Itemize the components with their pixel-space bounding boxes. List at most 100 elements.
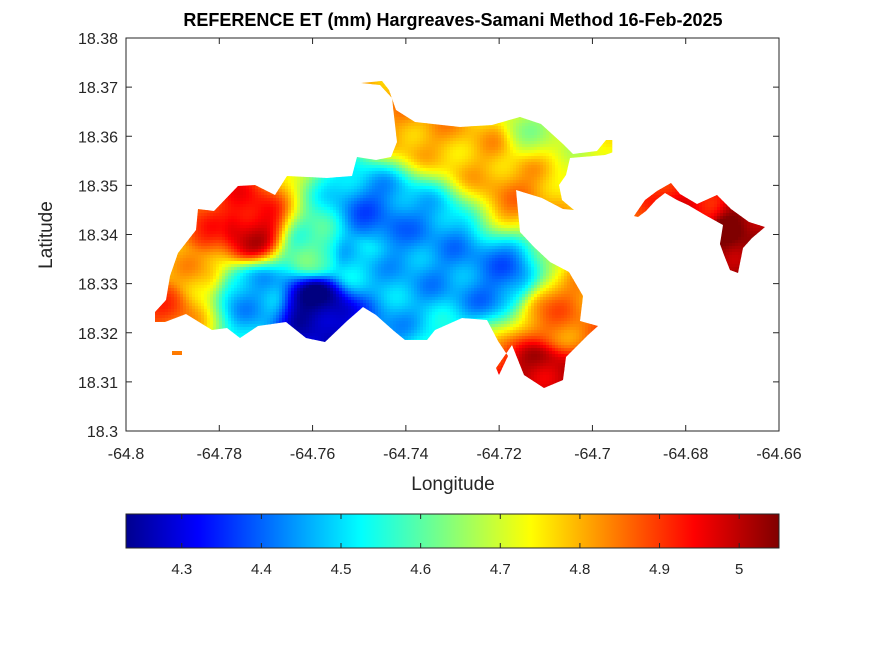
field-cell [441, 162, 445, 166]
field-cell [501, 144, 505, 148]
field-cell [444, 153, 448, 157]
field-cell [501, 156, 505, 160]
field-cell [564, 150, 568, 154]
field-cell [525, 162, 529, 166]
field-cell [417, 150, 421, 154]
field-cell [471, 150, 475, 154]
field-cell [522, 159, 526, 163]
field-cell [417, 165, 421, 169]
field-cell [489, 156, 493, 160]
field-cell [417, 159, 421, 163]
field-cell [432, 132, 436, 136]
field-cell [405, 138, 409, 142]
field-cell [495, 168, 499, 172]
field-cell [504, 162, 508, 166]
field-cell [507, 150, 511, 154]
field-cell [411, 135, 415, 139]
field-cell [546, 159, 550, 163]
field-cell [513, 123, 517, 127]
field-cell [474, 147, 478, 151]
field-cell [564, 156, 568, 160]
field-cell [465, 159, 469, 163]
field-cell [552, 171, 556, 175]
field-cell [453, 159, 457, 163]
field-cell [519, 150, 523, 154]
field-cell [585, 153, 589, 157]
field-cell [510, 126, 514, 130]
field-cell [420, 165, 424, 169]
field-cell [402, 135, 406, 139]
field-cell [534, 150, 538, 154]
field-cell [444, 168, 448, 172]
field-cell [597, 150, 601, 154]
field-cell [483, 156, 487, 160]
field-cell [480, 153, 484, 157]
field-cell [363, 165, 367, 169]
field-cell [429, 150, 433, 154]
field-cell [519, 171, 523, 175]
field-cell [474, 168, 478, 172]
field-cell [378, 165, 382, 169]
field-cell [474, 141, 478, 145]
field-cell [420, 156, 424, 160]
field-cell [426, 168, 430, 172]
field-cell [396, 162, 400, 166]
field-cell [459, 138, 463, 142]
field-cell [468, 153, 472, 157]
field-cell [411, 156, 415, 160]
field-cell [558, 165, 562, 169]
field-cell [552, 147, 556, 151]
field-cell [369, 168, 373, 172]
field-cell [486, 138, 490, 142]
field-cell [474, 126, 478, 130]
field-cell [399, 141, 403, 145]
field-cell [435, 144, 439, 148]
field-cell [510, 162, 514, 166]
field-cell [510, 153, 514, 157]
field-cell [546, 129, 550, 133]
field-cell [387, 171, 391, 175]
field-cell [594, 150, 598, 154]
field-cell [477, 165, 481, 169]
field-cell [429, 153, 433, 157]
field-cell [438, 144, 442, 148]
field-cell [537, 153, 541, 157]
field-cell [363, 159, 367, 163]
field-cell [552, 138, 556, 142]
field-cell [564, 147, 568, 151]
field-cell [375, 162, 379, 166]
field-cell [414, 171, 418, 175]
field-cell [432, 129, 436, 133]
field-cell [507, 159, 511, 163]
field-cell [486, 159, 490, 163]
field-cell [381, 168, 385, 172]
field-cell [486, 153, 490, 157]
field-cell [489, 138, 493, 142]
field-cell [495, 162, 499, 166]
field-cell [558, 168, 562, 172]
field-cell [459, 129, 463, 133]
field-cell [519, 138, 523, 142]
field-cell [384, 87, 388, 91]
field-cell [549, 141, 553, 145]
field-cell [492, 144, 496, 148]
field-cell [456, 171, 460, 175]
field-cell [447, 171, 451, 175]
field-cell [444, 144, 448, 148]
field-cell [405, 159, 409, 163]
field-cell [408, 159, 412, 163]
field-cell [441, 147, 445, 151]
field-cell [441, 135, 445, 139]
field-cell [546, 135, 550, 139]
field-cell [498, 123, 502, 127]
field-cell [459, 135, 463, 139]
field-cell [429, 162, 433, 166]
field-cell [408, 120, 412, 124]
field-cell [519, 126, 523, 130]
field-cell [453, 150, 457, 154]
field-cell [507, 120, 511, 124]
field-cell [456, 129, 460, 133]
field-cell [435, 123, 439, 127]
field-cell [513, 126, 517, 130]
field-cell [384, 162, 388, 166]
